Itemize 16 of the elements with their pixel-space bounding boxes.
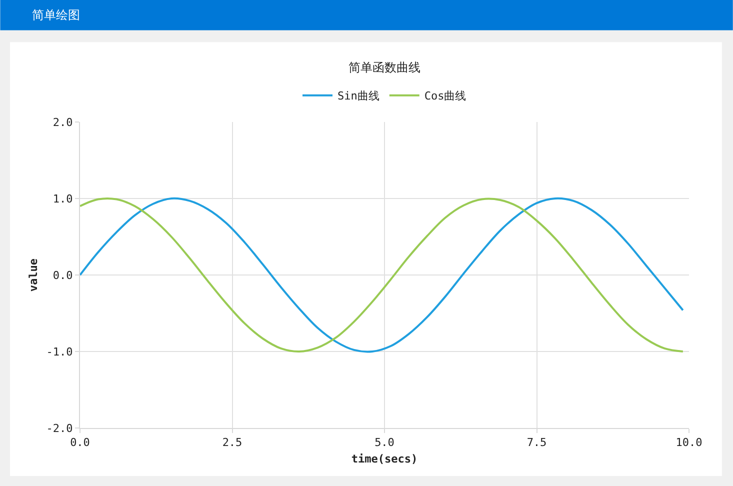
text: 简单绘图 (32, 8, 80, 22)
y-tick-label: 1.0 (52, 192, 73, 206)
y-tick-label: -2.0 (46, 422, 73, 435)
legend-label: Cos曲线 (424, 90, 466, 103)
y-tick-label: -1.0 (46, 345, 73, 358)
x-axis-title: time(secs) (351, 452, 418, 466)
x-tick-label: 2.5 (222, 436, 242, 450)
x-tick-label: 10.0 (676, 436, 702, 450)
x-tick-label: 7.5 (526, 436, 547, 450)
x-tick-label: 0.0 (70, 436, 90, 450)
x-tick-label: 5.0 (374, 436, 394, 450)
chart-title: 简单函数曲线 (348, 60, 420, 74)
legend-label: Sin曲线 (338, 90, 380, 103)
y-tick-label: 2.0 (52, 116, 73, 129)
y-axis-title: value (26, 258, 40, 292)
y-tick-label: 0.0 (52, 268, 73, 282)
